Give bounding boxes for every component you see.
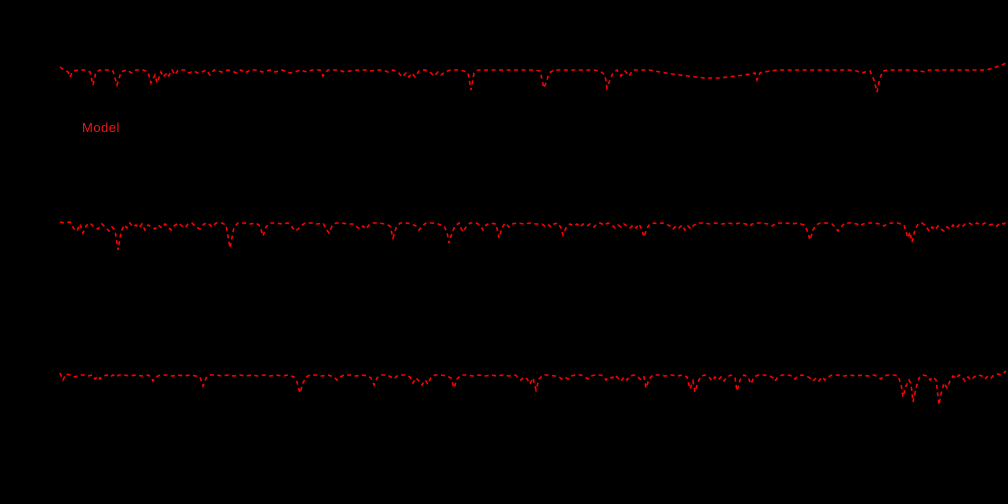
model-spectrum-panel-1 [59, 62, 1007, 93]
model-legend-label: Model [82, 120, 120, 135]
model-spectrum-panel-3 [59, 370, 1007, 406]
model-spectrum-panel-2 [59, 221, 1007, 251]
